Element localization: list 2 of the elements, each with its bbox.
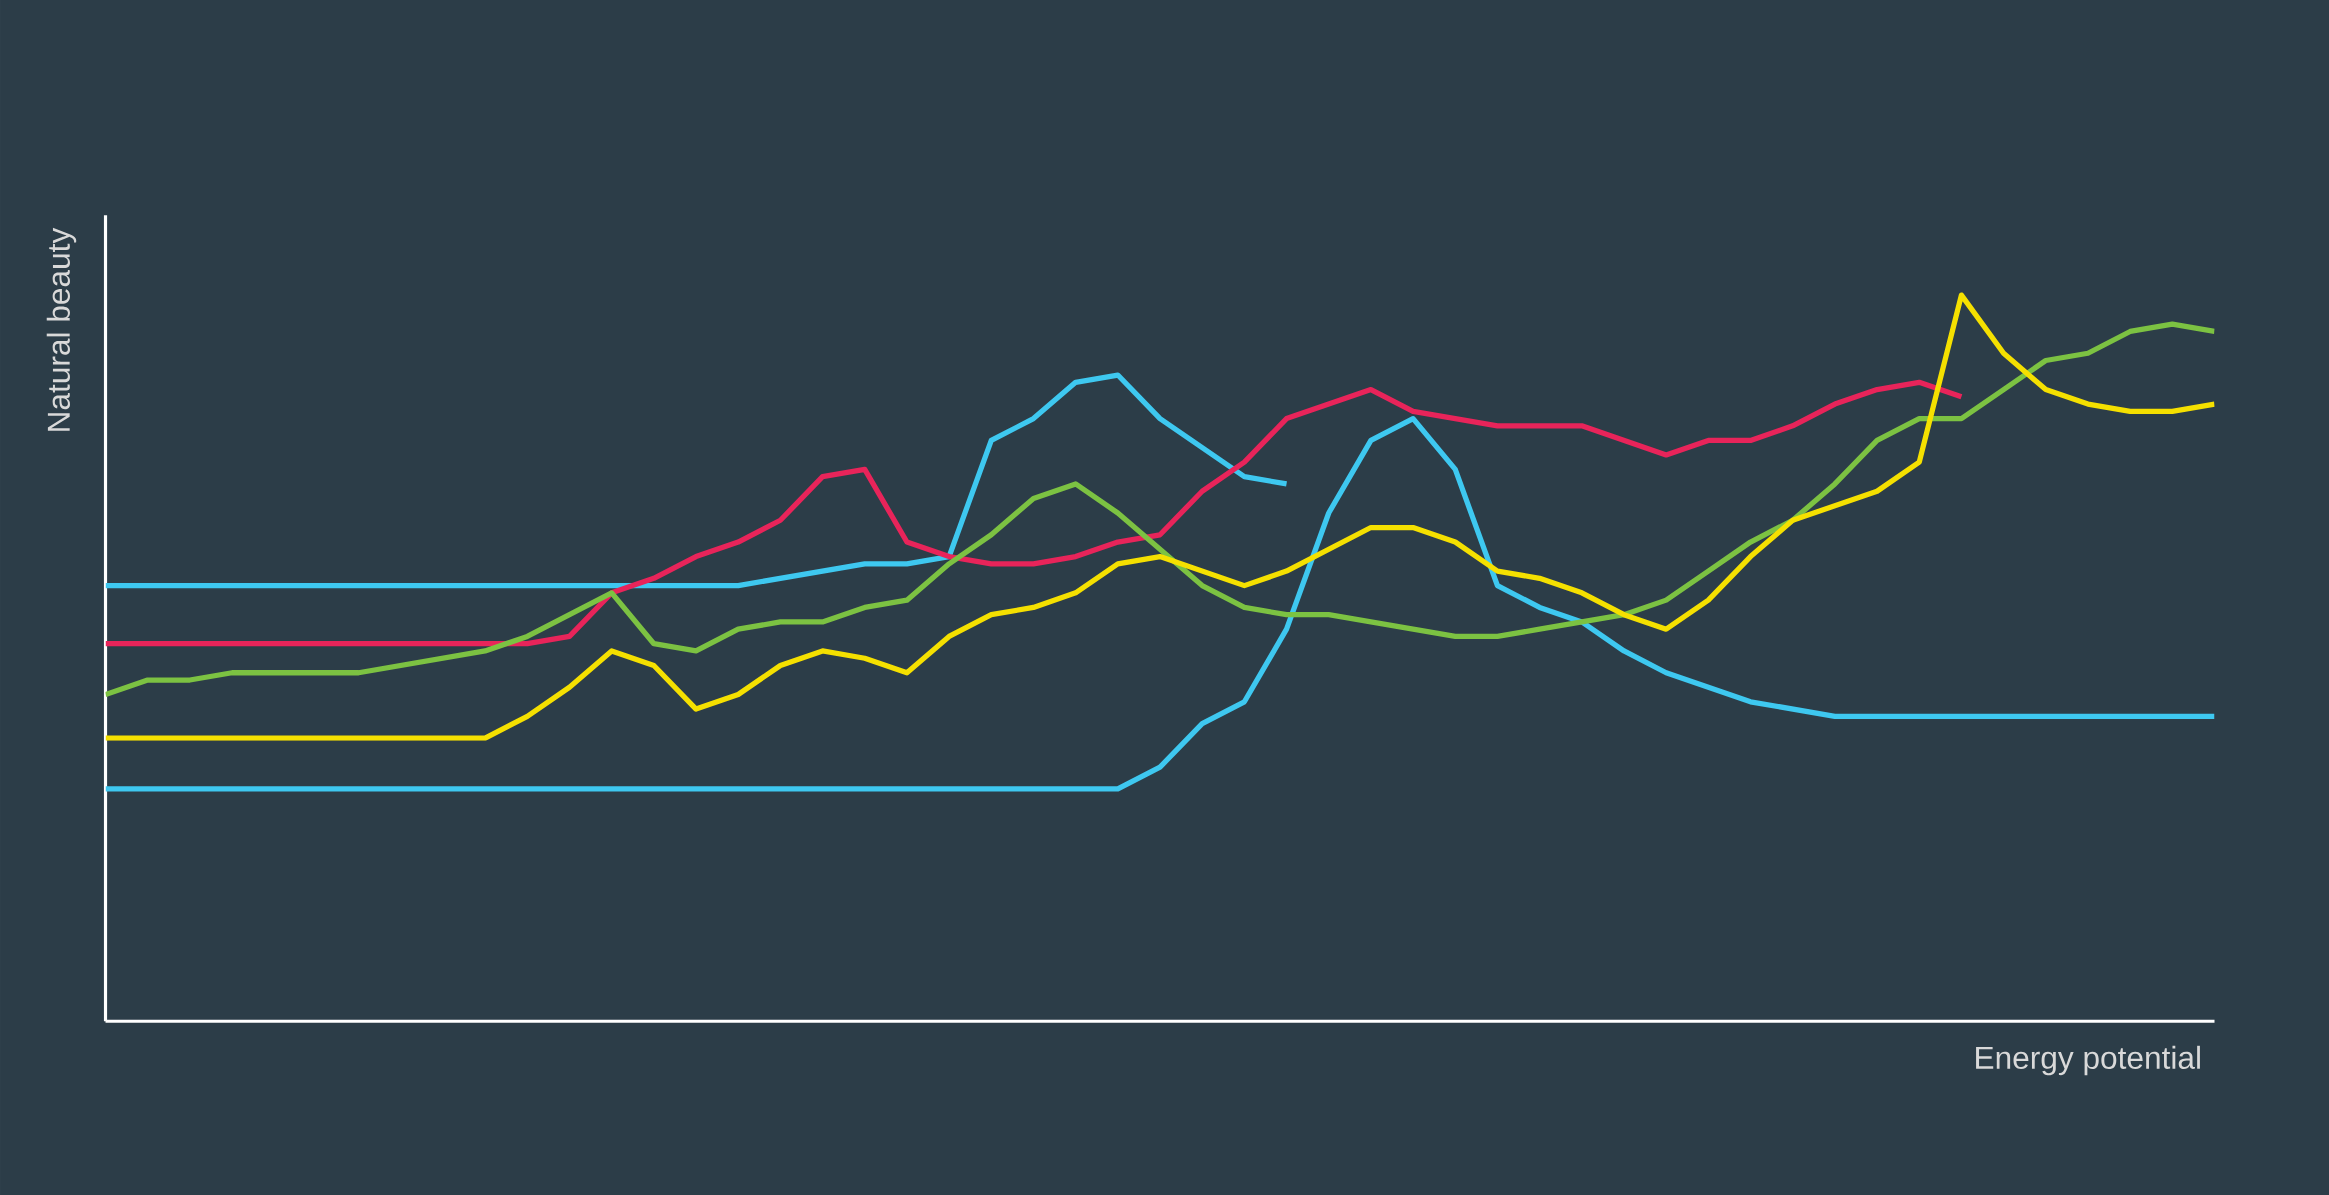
- x-axis-title: Energy potential: [1976, 1045, 2200, 1076]
- y-axis-title: Natural beauty: [46, 227, 77, 431]
